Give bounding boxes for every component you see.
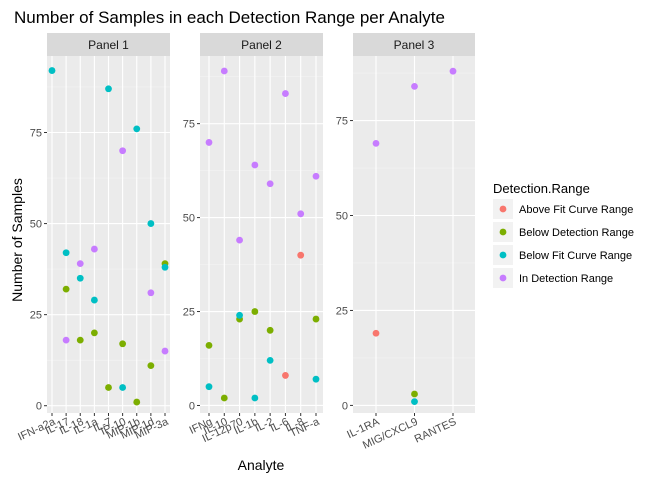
panel-2: Panel 20255075IFNgIL-10IL-12p70IL-1bIL-2…	[183, 33, 323, 445]
data-point	[161, 263, 169, 271]
legend-entry-label: Below Detection Range	[519, 227, 634, 239]
y-tick-label: 75	[183, 119, 195, 131]
legend: Detection.Range Above Fit Curve Range Bel…	[493, 181, 634, 288]
data-point	[76, 260, 84, 268]
data-point	[90, 245, 98, 253]
data-point	[119, 340, 127, 348]
y-tick-label: 25	[30, 310, 42, 322]
data-point	[251, 308, 259, 315]
legend-entry-label: In Detection Range	[519, 273, 613, 285]
panel-strip-label: Panel 2	[241, 38, 282, 52]
x-tick-label: RANTES	[413, 416, 459, 446]
data-point	[282, 372, 289, 379]
legend-key	[499, 274, 507, 282]
data-point	[105, 384, 112, 391]
panel-strip	[200, 33, 323, 56]
y-tick-label: 75	[30, 128, 42, 140]
y-tick-label: 50	[183, 213, 195, 225]
data-point	[411, 398, 418, 406]
chart-title: Number of Samples in each Detection Rang…	[14, 8, 445, 27]
data-point	[411, 390, 418, 398]
data-point	[105, 85, 112, 93]
data-point	[297, 251, 305, 259]
y-tick-label: 50	[336, 211, 348, 223]
data-point	[48, 67, 56, 74]
panels-layer: Panel 10255075IFN-a2aIL-17IL-18IL-1aIL-7…	[16, 33, 475, 452]
data-point	[205, 383, 213, 391]
data-point	[147, 289, 155, 297]
data-point	[76, 336, 84, 344]
panel-background	[200, 56, 323, 413]
data-point	[449, 67, 457, 75]
data-point	[266, 356, 274, 364]
data-point	[297, 210, 305, 218]
data-point	[312, 172, 320, 180]
y-tick-label: 0	[36, 401, 42, 413]
data-point	[205, 341, 213, 349]
y-axis-label: Number of Samples	[9, 178, 25, 302]
data-point	[220, 67, 228, 75]
y-tick-label: 50	[30, 219, 42, 231]
legend-entry-label: Below Fit Curve Range	[519, 250, 632, 262]
data-point	[119, 147, 127, 155]
legend-key	[499, 251, 507, 259]
y-tick-label: 0	[342, 400, 348, 412]
data-point	[372, 329, 380, 337]
data-point	[372, 139, 380, 147]
data-point	[312, 315, 320, 323]
data-point	[236, 311, 243, 319]
x-axis-label: Analyte	[238, 457, 285, 473]
data-point	[220, 394, 228, 402]
data-point	[133, 125, 141, 133]
legend-key	[499, 228, 507, 236]
data-point	[147, 220, 155, 227]
data-point	[266, 326, 274, 334]
data-point	[282, 90, 289, 97]
data-point	[251, 161, 259, 169]
data-point	[312, 375, 320, 383]
panel-strip-label: Panel 1	[88, 38, 129, 52]
panel-1: Panel 10255075IFN-a2aIL-17IL-18IL-1aIL-7…	[16, 33, 171, 444]
data-point	[90, 329, 98, 337]
y-tick-label: 75	[336, 116, 348, 128]
data-point	[161, 347, 169, 355]
data-point	[76, 274, 84, 282]
data-point	[133, 398, 141, 406]
data-point	[205, 139, 213, 146]
data-point	[119, 384, 127, 391]
data-point	[251, 394, 259, 402]
data-point	[62, 249, 70, 257]
y-tick-label: 25	[183, 307, 195, 319]
data-point	[62, 336, 70, 344]
y-tick-label: 25	[336, 305, 348, 317]
legend-key	[499, 205, 507, 213]
legend-entry-label: Above Fit Curve Range	[519, 204, 633, 216]
data-point	[62, 285, 70, 293]
data-point	[266, 180, 274, 188]
panel-strip-label: Panel 3	[394, 38, 435, 52]
panel-strip	[353, 33, 475, 56]
data-point	[90, 296, 98, 304]
panel-strip	[47, 33, 170, 56]
data-point	[411, 82, 418, 90]
data-point	[147, 362, 155, 370]
data-point	[236, 236, 243, 244]
legend-title: Detection.Range	[493, 181, 590, 196]
y-tick-label: 0	[189, 400, 195, 412]
